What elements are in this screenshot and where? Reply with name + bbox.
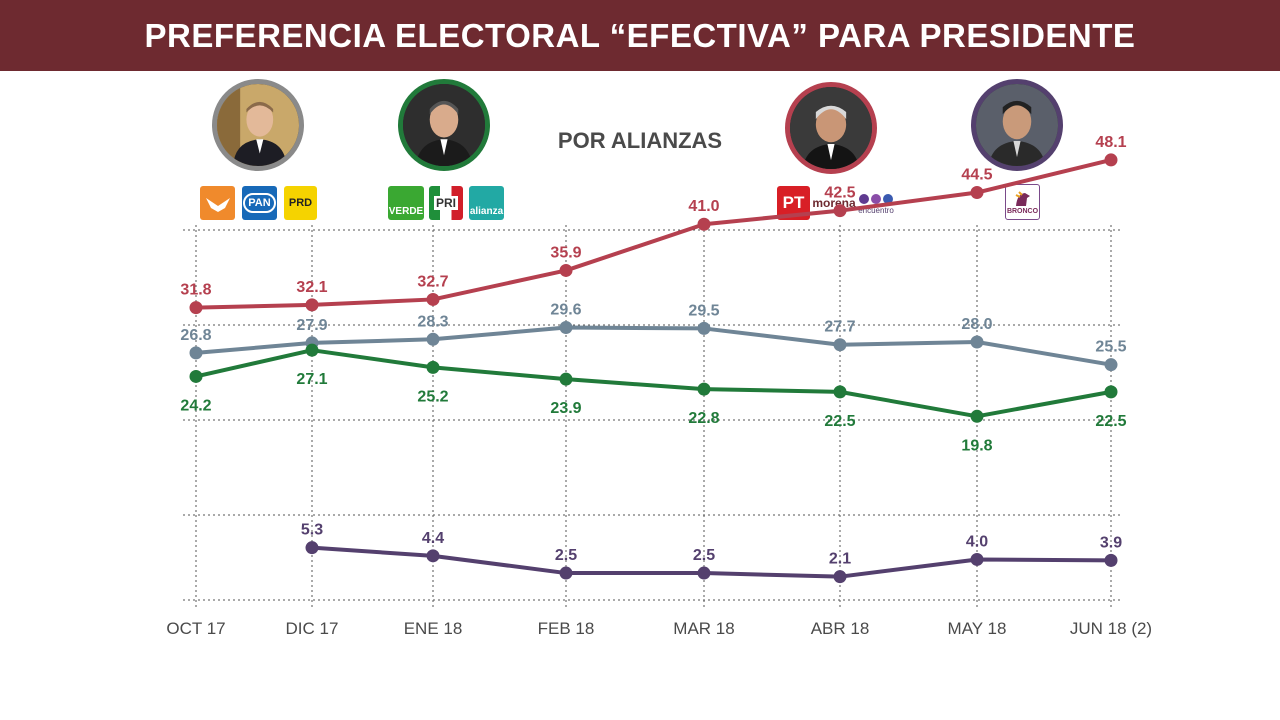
data-point (559, 566, 573, 580)
data-label: 32.1 (296, 279, 327, 296)
data-label: 2.1 (829, 551, 851, 568)
logo-bronco-label: BRONCO (1006, 207, 1039, 215)
data-label: 28.3 (417, 313, 448, 330)
data-point (305, 343, 319, 357)
data-label: 42.5 (824, 185, 855, 202)
logo-encuentro-label: encuentro (858, 205, 894, 215)
eagle-icon (205, 198, 230, 212)
series-line (195, 348, 1112, 419)
data-label: 32.7 (417, 273, 448, 290)
chart-subtitle: POR ALIANZAS (557, 128, 723, 153)
data-label: 29.5 (688, 302, 719, 319)
data-point (697, 217, 711, 231)
data-label: 26.8 (180, 327, 211, 344)
series-line (195, 157, 1112, 310)
data-point (1104, 385, 1118, 399)
logo-alianza-label: alianza (469, 206, 504, 217)
data-point (426, 360, 440, 374)
logo-prd: PRD (284, 186, 317, 220)
data-point (697, 566, 711, 580)
data-point (833, 570, 847, 584)
data-point (970, 552, 984, 566)
data-point (1104, 553, 1118, 567)
data-label: 29.6 (550, 302, 581, 319)
data-label: 27.9 (296, 317, 327, 334)
data-label: 25.2 (417, 388, 448, 405)
data-point (559, 372, 573, 386)
data-label: 22.8 (688, 410, 719, 427)
x-tick-label: FEB 18 (538, 619, 595, 638)
bronco-horse-icon (1015, 190, 1030, 206)
data-point (189, 369, 203, 383)
data-label: 2.5 (555, 547, 577, 564)
data-point (305, 298, 319, 312)
logo-verde-label: VERDE (388, 206, 424, 217)
series-line (195, 325, 1112, 367)
data-label: 23.9 (550, 400, 581, 417)
data-label: 3.9 (1100, 534, 1122, 551)
data-label: 19.8 (961, 437, 992, 454)
data-label: 41.0 (688, 198, 719, 215)
data-label: 27.7 (824, 319, 855, 336)
data-point (1104, 153, 1118, 167)
data-point (189, 346, 203, 360)
data-point (426, 292, 440, 306)
data-label: 22.5 (824, 413, 855, 430)
logo-bronco: BRONCO (1005, 184, 1040, 220)
page-title: PREFERENCIA ELECTORAL “EFECTIVA” PARA PR… (0, 0, 1280, 71)
data-point (559, 263, 573, 277)
data-point (970, 409, 984, 423)
data-point (833, 338, 847, 352)
data-label: 35.9 (550, 244, 581, 261)
data-label: 25.5 (1095, 339, 1126, 356)
logo-pri: PRI (429, 186, 463, 220)
data-label: 4.0 (966, 533, 988, 550)
x-tick-label: MAR 18 (673, 619, 734, 638)
candidate-photo-amlo (785, 82, 877, 174)
data-point (833, 385, 847, 399)
data-label: 48.1 (1095, 134, 1126, 151)
x-tick-label: ABR 18 (811, 619, 870, 638)
data-label: 2.5 (693, 547, 715, 564)
data-point (189, 301, 203, 315)
x-tick-label: DIC 17 (286, 619, 339, 638)
x-tick-label: OCT 17 (166, 619, 225, 638)
data-label: 28.0 (961, 316, 992, 333)
data-label: 5.3 (301, 522, 323, 539)
logo-nueva-alianza: alianza (469, 186, 504, 220)
data-point (697, 382, 711, 396)
encuentro-dots-icon (859, 193, 893, 204)
data-point (305, 541, 319, 555)
data-label: 24.2 (180, 397, 211, 414)
data-point (426, 549, 440, 563)
data-label: 31.8 (180, 282, 211, 299)
data-point (697, 321, 711, 335)
data-point (426, 332, 440, 346)
data-point (833, 204, 847, 218)
candidate-photo-bronco (971, 79, 1063, 171)
logo-prd-label: PRD (288, 197, 313, 209)
data-label: 4.4 (422, 530, 444, 547)
logo-pt-label: PT (782, 193, 805, 212)
data-label: 44.5 (961, 167, 992, 184)
candidate-photo-anaya (212, 79, 304, 171)
data-point (970, 335, 984, 349)
data-label: 22.5 (1095, 413, 1126, 430)
logo-movimiento-ciudadano (200, 186, 235, 220)
logo-verde: VERDE (388, 186, 424, 220)
data-point (970, 186, 984, 200)
candidate-photo-meade (398, 79, 490, 171)
logo-pan: PAN (242, 186, 277, 220)
x-tick-label: JUN 18 (2) (1070, 619, 1152, 638)
data-point (559, 321, 573, 335)
x-tick-label: MAY 18 (948, 619, 1007, 638)
x-tick-label: ENE 18 (404, 619, 463, 638)
logo-encuentro-social: encuentro (856, 186, 896, 220)
data-point (1104, 358, 1118, 372)
data-label: 27.1 (296, 371, 327, 388)
logo-pan-label: PAN (243, 193, 276, 213)
logo-pri-label: PRI (433, 196, 458, 210)
